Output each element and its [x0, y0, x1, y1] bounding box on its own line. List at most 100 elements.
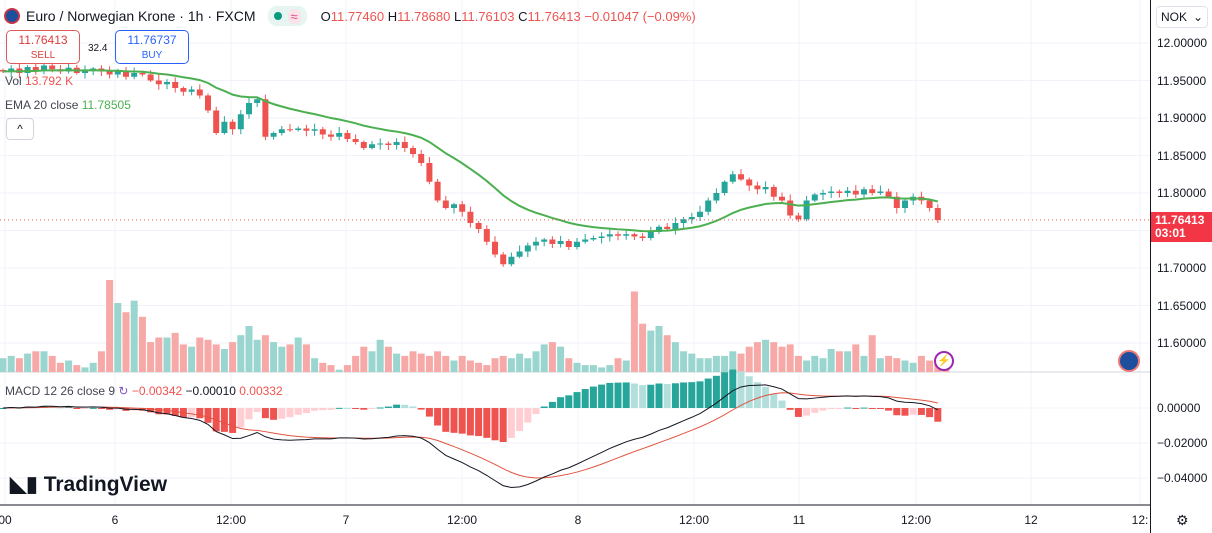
candle	[147, 74, 154, 81]
candle	[237, 114, 244, 130]
volume-bar	[778, 346, 786, 372]
candle	[500, 254, 507, 265]
volume-legend[interactable]: Vol 13.792 K	[5, 74, 74, 88]
candle	[885, 191, 892, 197]
tradingview-logo[interactable]: ◣▮ TradingView	[10, 472, 168, 497]
candle	[172, 82, 179, 88]
macd-tick: 0.00000	[1157, 401, 1201, 415]
macd-histogram-bar	[229, 408, 237, 433]
volume-bar	[384, 346, 392, 372]
macd-histogram-bar	[753, 382, 761, 408]
macd-histogram-bar	[220, 408, 228, 432]
candle	[746, 179, 753, 186]
time-tick: 12	[1024, 513, 1038, 527]
candle	[836, 191, 843, 193]
volume-bar	[630, 291, 638, 372]
volume-bar	[745, 346, 753, 372]
currency-select[interactable]: NOK ⌄	[1156, 6, 1208, 28]
candle	[492, 241, 498, 255]
candle	[426, 163, 433, 182]
candle	[688, 217, 695, 220]
volume-bar	[557, 346, 565, 372]
price-tick: 11.85000	[1157, 148, 1207, 163]
volume-bar	[401, 355, 409, 372]
ohlc-values: O11.77460 H11.78680 L11.76103 C11.76413 …	[320, 8, 696, 24]
time-tick: 12:00	[215, 513, 247, 527]
volume-bar	[40, 351, 48, 372]
candle	[713, 193, 720, 201]
macd-histogram-bar	[155, 408, 163, 415]
candle	[795, 215, 802, 220]
eu-event-icon[interactable]	[1118, 350, 1140, 372]
volume-bar	[0, 358, 7, 372]
macd-histogram-bar	[811, 408, 819, 413]
macd-histogram-bar	[73, 408, 81, 409]
volume-bar	[680, 351, 688, 372]
candle	[385, 143, 392, 145]
macd-histogram-bar	[663, 384, 671, 408]
candle	[311, 129, 318, 131]
price-chart[interactable]	[0, 0, 1150, 533]
volume-bar	[663, 335, 671, 372]
candle	[869, 189, 876, 193]
price-axis[interactable]	[1150, 0, 1212, 533]
macd-histogram-bar	[524, 408, 532, 423]
macd-histogram-bar	[844, 407, 852, 409]
macd-histogram-bar	[737, 371, 745, 408]
macd-histogram-bar	[885, 408, 893, 411]
macd-histogram-bar	[245, 408, 253, 420]
symbol-title[interactable]: Euro / Norwegian Krone · 1h · FXCM	[26, 8, 256, 24]
macd-histogram-bar	[803, 408, 811, 416]
volume-bar	[278, 346, 286, 372]
time-tick: 6	[111, 513, 119, 527]
price-tick: 11.65000	[1157, 298, 1207, 313]
sell-button[interactable]: 11.76413 SELL	[6, 30, 80, 64]
macd-histogram-bar	[548, 401, 556, 408]
volume-bar	[147, 342, 155, 372]
volume-bar	[622, 360, 630, 372]
market-status[interactable]: ≈	[267, 6, 307, 26]
ema-line	[2, 69, 939, 233]
volume-bar	[507, 358, 515, 372]
lightning-icon[interactable]: ⚡	[934, 351, 954, 371]
volume-bar	[696, 358, 704, 372]
candle	[434, 181, 441, 201]
settings-icon[interactable]: ⚙	[1176, 512, 1189, 528]
macd-histogram-bar	[384, 406, 392, 408]
candle	[319, 129, 326, 135]
candle	[278, 129, 285, 133]
candle	[139, 73, 146, 75]
volume-bar	[762, 339, 770, 372]
buy-button[interactable]: 11.76737 BUY	[115, 30, 189, 64]
time-tick: 7	[342, 513, 350, 527]
volume-bar	[229, 342, 237, 372]
macd-histogram-bar	[294, 408, 302, 415]
macd-legend[interactable]: MACD 12 26 close 9 ↻ −0.00342 −0.00010 0…	[5, 384, 283, 398]
volume-bar	[803, 360, 811, 372]
macd-histogram-bar	[343, 407, 351, 409]
macd-histogram-bar	[917, 408, 925, 415]
macd-histogram-bar	[762, 386, 770, 408]
candle	[270, 133, 277, 137]
macd-histogram-bar	[417, 408, 425, 410]
volume-bar	[179, 344, 187, 372]
macd-histogram-bar	[721, 372, 729, 408]
candle	[164, 82, 170, 85]
volume-bar	[466, 360, 474, 372]
macd-histogram-bar	[302, 408, 310, 414]
collapse-legend-button[interactable]: ^	[6, 118, 34, 140]
volume-bar	[827, 349, 835, 372]
candle	[254, 99, 261, 103]
macd-histogram-bar	[827, 408, 835, 409]
volume-bar	[442, 355, 450, 372]
candle	[508, 256, 515, 265]
candle	[246, 103, 252, 115]
ema-legend[interactable]: EMA 20 close 11.78505	[5, 98, 131, 112]
candle	[221, 121, 228, 133]
volume-bar	[499, 355, 507, 372]
volume-bar	[860, 355, 868, 372]
volume-bar	[770, 342, 778, 372]
macd-histogram-bar	[671, 383, 679, 408]
candle	[754, 185, 761, 190]
candle	[82, 70, 88, 73]
